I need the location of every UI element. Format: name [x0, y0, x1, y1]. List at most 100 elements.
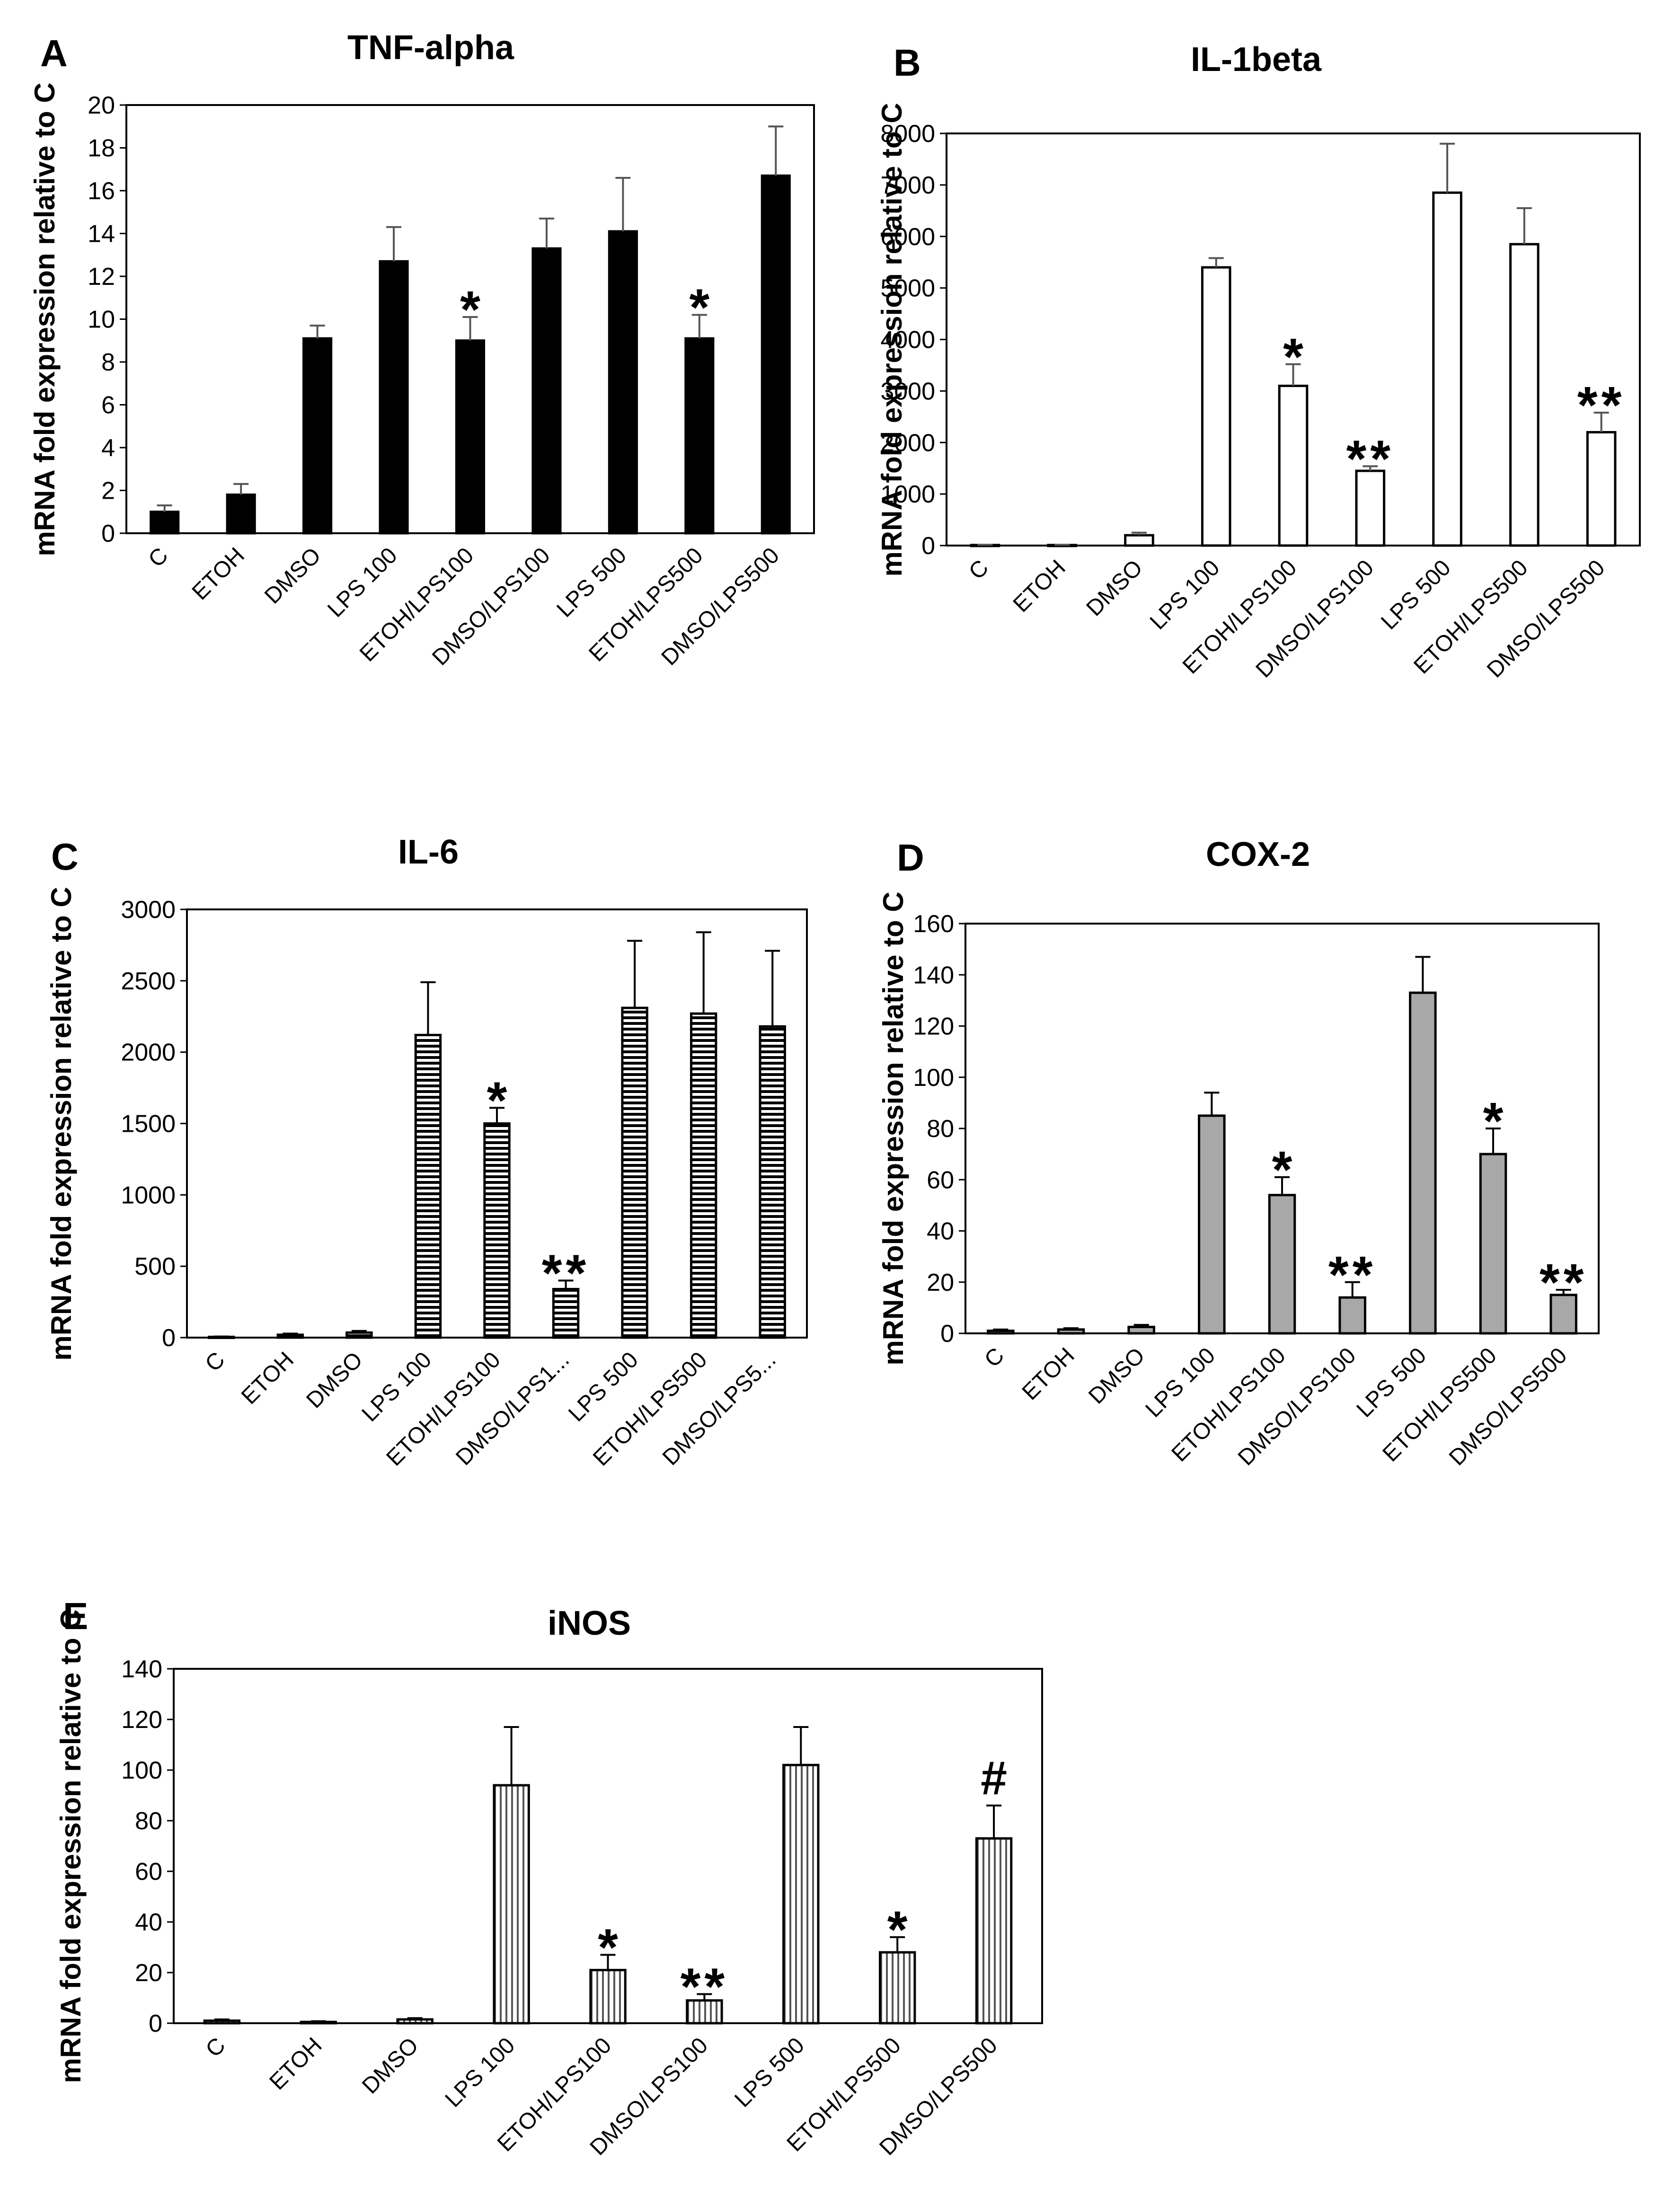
significance-marker: * — [689, 278, 709, 336]
y-tick-label: 2000 — [121, 1039, 176, 1066]
y-tick-label: 60 — [135, 1858, 162, 1886]
y-tick-label: 3000 — [121, 896, 176, 924]
y-tick-label: 120 — [913, 1013, 954, 1040]
y-tick-label: 18 — [88, 135, 115, 162]
significance-marker: * — [598, 1919, 618, 1977]
significance-marker: ** — [1540, 1253, 1588, 1312]
x-tick-label: DMSO/LPS500 — [1444, 1343, 1572, 1471]
y-tick-label: 8000 — [880, 120, 935, 148]
panel-letter: E — [63, 1595, 88, 1637]
y-tick-label: 2500 — [121, 968, 176, 995]
bar-a-3 — [379, 260, 409, 535]
significance-marker: ** — [681, 1957, 729, 2016]
panel-letter: B — [894, 42, 921, 84]
bar-e-3 — [493, 1784, 530, 2025]
panel-letter: D — [897, 837, 924, 879]
x-tick-label: DMSO — [1084, 1343, 1150, 1409]
bar-c-7 — [690, 1012, 717, 1339]
y-tick-label: 140 — [913, 961, 954, 989]
x-tick-label: C — [201, 2033, 230, 2062]
y-tick-label: 80 — [135, 1807, 162, 1835]
bar-a-5 — [531, 247, 562, 535]
y-tick-label: 20 — [135, 1959, 162, 1987]
bar-e-8 — [975, 1837, 1013, 2025]
x-tick-label: DMSO/LPS100 — [1233, 1343, 1361, 1471]
x-tick-label: LPS 500 — [1376, 555, 1456, 635]
y-tick-label: 7000 — [880, 172, 935, 199]
bar-c-6 — [621, 1006, 648, 1339]
bar-a-0 — [150, 511, 180, 535]
bar-a-4 — [455, 339, 486, 535]
y-tick-label: 14 — [88, 220, 115, 248]
panel-b: B IL-1beta mRNA fold expression relative t… — [876, 41, 1641, 683]
y-axis-label: mRNA fold expression relative to C — [55, 1609, 87, 2083]
y-tick-label: 10 — [88, 306, 115, 334]
y-tick-label: 140 — [121, 1656, 162, 1683]
x-tick-label: LPS 100 — [1145, 555, 1225, 635]
y-tick-label: 120 — [121, 1706, 162, 1734]
bar-a-7 — [684, 337, 715, 535]
bar-c-2 — [345, 1331, 373, 1339]
bar-b-6 — [1432, 191, 1462, 547]
x-tick-label: ETOH — [1009, 555, 1071, 617]
panel-d: D COX-2 mRNA fold expression relative to C… — [877, 836, 1600, 1471]
x-tick-label: C — [964, 555, 993, 584]
bar-d-7 — [1479, 1153, 1507, 1335]
x-tick-label: ETOH — [237, 1347, 299, 1409]
y-axis-label: mRNA fold expression relative to C — [876, 103, 908, 576]
y-tick-label: 500 — [134, 1253, 176, 1280]
y-tick-label: 2000 — [880, 429, 935, 457]
significance-marker: ** — [542, 1244, 590, 1302]
y-tick-label: 0 — [162, 1324, 176, 1352]
y-tick-label: 8 — [101, 349, 115, 376]
x-tick-label: DMSO — [260, 543, 326, 608]
y-axis-label: mRNA fold expression relative to C — [29, 82, 61, 556]
y-tick-label: 1000 — [880, 481, 935, 508]
bar-b-2 — [1124, 534, 1154, 547]
panel-letter: A — [40, 32, 68, 74]
chart-title: IL-1beta — [1191, 41, 1322, 79]
significance-marker: * — [1483, 1092, 1504, 1150]
bar-e-0 — [203, 2019, 241, 2025]
bar-e-6 — [782, 1763, 820, 2025]
y-tick-label: 1500 — [121, 1110, 176, 1138]
bar-d-3 — [1198, 1114, 1226, 1335]
chart-title: TNF-alpha — [347, 29, 514, 67]
y-tick-label: 0 — [149, 2010, 162, 2037]
significance-marker: ** — [1577, 376, 1626, 434]
y-tick-label: 0 — [940, 1320, 954, 1348]
y-tick-label: 12 — [88, 263, 115, 291]
chart-title: COX-2 — [1206, 836, 1310, 873]
bar-d-0 — [987, 1330, 1015, 1335]
bar-c-3 — [414, 1033, 442, 1339]
y-axis-label: mRNA fold expression relative to C — [45, 887, 77, 1360]
x-tick-label: ETOH — [187, 543, 249, 605]
x-tick-label: DMSO — [357, 2033, 423, 2098]
y-tick-label: 16 — [88, 177, 115, 205]
bar-a-6 — [608, 230, 638, 535]
bar-b-7 — [1509, 243, 1540, 547]
bar-a-2 — [302, 337, 333, 535]
y-axis-label: mRNA fold expression relative to C — [877, 891, 909, 1365]
y-tick-label: 20 — [88, 92, 115, 119]
panel-letter: C — [51, 836, 79, 878]
y-tick-label: 3000 — [880, 378, 935, 405]
significance-marker: * — [887, 1901, 908, 1959]
y-tick-label: 4 — [101, 434, 115, 462]
bar-e-1 — [300, 2020, 337, 2025]
bar-d-2 — [1127, 1325, 1155, 1335]
y-tick-label: 0 — [921, 532, 935, 560]
significance-marker: * — [1272, 1141, 1292, 1199]
bar-c-8 — [759, 1025, 786, 1339]
x-tick-label: ETOH — [1018, 1343, 1080, 1405]
chart-title: IL-6 — [398, 833, 459, 871]
significance-marker: # — [981, 1752, 1007, 1805]
panels-layer: A TNF-alpha mRNA fold expression relative … — [29, 29, 1641, 2160]
y-tick-label: 2 — [101, 477, 115, 505]
bar-b-4 — [1278, 384, 1309, 547]
bar-c-4 — [483, 1122, 511, 1339]
y-tick-label: 80 — [927, 1115, 954, 1143]
significance-marker: * — [1283, 328, 1303, 386]
